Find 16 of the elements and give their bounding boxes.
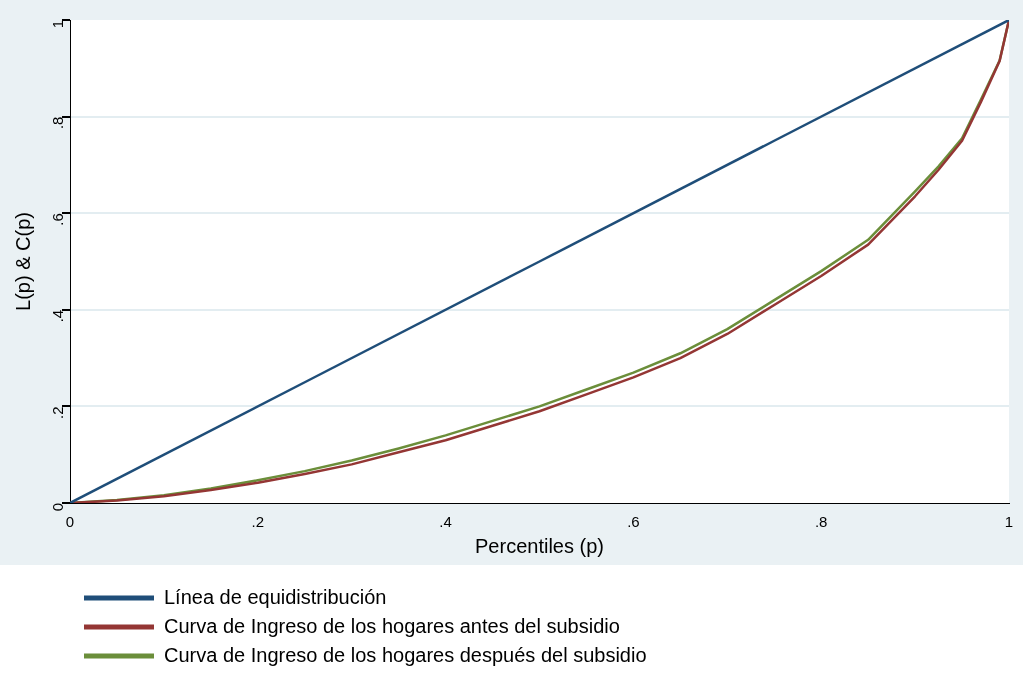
x-tick-label: .4 bbox=[439, 513, 452, 531]
x-axis-title: Percentiles (p) bbox=[475, 534, 604, 557]
y-axis-title: L(p) & C(p) bbox=[11, 212, 34, 311]
x-tick-label: .8 bbox=[814, 513, 828, 531]
y-tick-label: 0 bbox=[49, 503, 67, 512]
x-tick-label: .2 bbox=[251, 513, 265, 531]
y-tick-label: .4 bbox=[49, 309, 67, 323]
legend-label: Línea de equidistribución bbox=[164, 585, 387, 608]
y-tick-label: .2 bbox=[49, 406, 67, 419]
legend-label: Curva de Ingreso de los hogares después del subsidio bbox=[164, 643, 647, 666]
legend-label: Curva de Ingreso de los hogares antes del subsidio bbox=[164, 614, 620, 637]
y-tick-label: 1 bbox=[49, 20, 67, 29]
x-tick-label: 1 bbox=[1004, 513, 1014, 531]
x-tick-label: .6 bbox=[627, 513, 640, 531]
y-tick-label: .8 bbox=[49, 116, 67, 130]
y-tick-label: .6 bbox=[49, 213, 67, 226]
